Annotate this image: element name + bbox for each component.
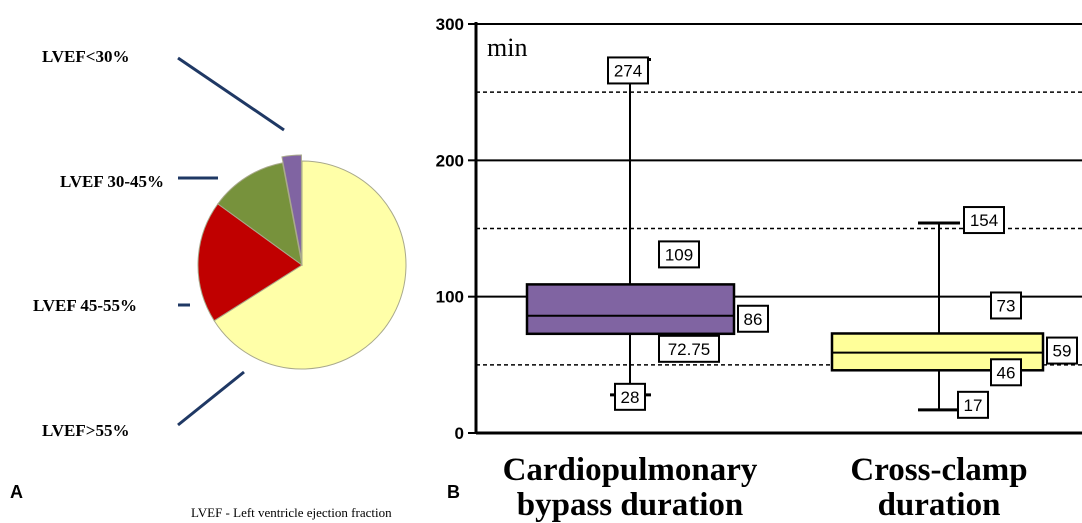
- category-label-cardiopulmonary-bypass-duration-2: bypass duration: [517, 487, 744, 523]
- value-label-max-cross-clamp-duration: 154: [963, 206, 1005, 235]
- value-label-median-cardiopulmonary-bypass-duration: 86: [737, 304, 769, 333]
- value-label-min-cross-clamp-duration: 17: [957, 390, 989, 419]
- leader-line-lvef-30: [177, 56, 285, 132]
- pie-label-lvef-45-55: LVEF 45-55%: [33, 296, 137, 315]
- svg-text:46: 46: [997, 363, 1016, 382]
- category-label-cross-clamp-duration-2: duration: [878, 487, 1001, 523]
- y-tick-label-200: 200: [436, 151, 464, 170]
- svg-text:86: 86: [744, 310, 763, 329]
- svg-text:109: 109: [665, 245, 693, 264]
- svg-text:72.75: 72.75: [668, 340, 711, 359]
- pie-label-lvef-55: LVEF>55%: [42, 421, 129, 440]
- svg-text:73: 73: [997, 296, 1016, 315]
- pie-slice-lvef-45-55: [197, 203, 303, 322]
- footnote: LVEF - Left ventricle ejection fraction: [191, 505, 392, 520]
- iqr-box-cardiopulmonary-bypass-duration: [525, 283, 736, 336]
- svg-text:274: 274: [614, 61, 642, 80]
- pie-slice-lvef-30: [281, 154, 302, 260]
- pie-slice-lvef-30-45: [217, 162, 303, 267]
- svg-text:28: 28: [621, 388, 640, 407]
- value-label-min-cardiopulmonary-bypass-duration: 28: [614, 382, 646, 411]
- value-label-median-cross-clamp-duration: 59: [1046, 336, 1078, 365]
- box-plot: 0 100 200 300 274 109 86 72.75 28 154 73 59 46 17 Ca…: [436, 15, 1082, 523]
- pie-label-lvef-30-45: LVEF 30-45%: [60, 172, 164, 191]
- panel-b-letter: B: [447, 482, 460, 502]
- value-label-max-cardiopulmonary-bypass-duration: 274: [607, 56, 649, 85]
- value-label-q3-cardiopulmonary-bypass-duration: 109: [658, 240, 700, 269]
- panel-a-letter: A: [10, 482, 23, 502]
- category-label-cross-clamp-duration-1: Cross-clamp: [850, 452, 1027, 488]
- pie-chart: LVEF>55% LVEF 45-55% LVEF 30-45% LVEF<30%: [33, 47, 407, 440]
- svg-text:17: 17: [964, 396, 983, 415]
- y-tick-label-100: 100: [436, 288, 464, 307]
- svg-text:154: 154: [970, 211, 998, 230]
- category-label-cardiopulmonary-bypass-duration-1: Cardiopulmonary: [503, 452, 758, 488]
- value-label-q1-cardiopulmonary-bypass-duration: 72.75: [658, 334, 720, 363]
- unit-label: min: [487, 33, 527, 62]
- pie-label-lvef-30: LVEF<30%: [42, 47, 129, 66]
- value-label-q3-cross-clamp-duration: 73: [990, 291, 1022, 320]
- y-tick-label-0: 0: [455, 424, 464, 443]
- value-label-q1-cross-clamp-duration: 46: [990, 358, 1022, 387]
- svg-text:59: 59: [1053, 342, 1072, 361]
- y-tick-label-300: 300: [436, 15, 464, 34]
- leader-line-lvef-55: [177, 370, 245, 427]
- pie-slice-lvef-55: [213, 160, 407, 370]
